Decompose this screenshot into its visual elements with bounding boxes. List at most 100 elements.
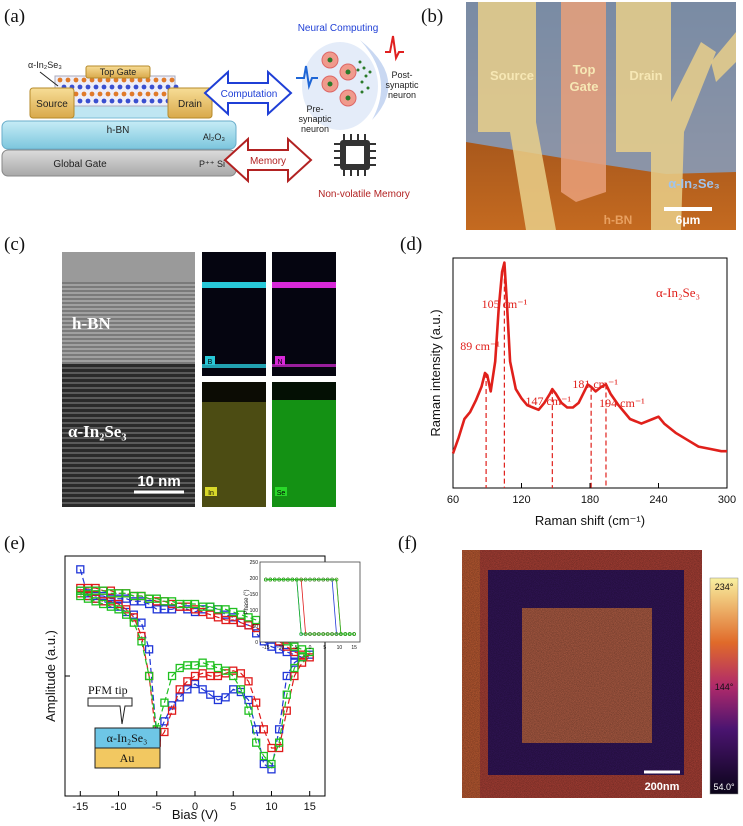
panel-label-f: (f) [398, 533, 417, 554]
eds-map-in: In [202, 382, 266, 507]
lattice-atom [145, 77, 151, 83]
inset-point [339, 632, 343, 636]
pfm-series-1-point [259, 725, 268, 734]
inset-xtick-2: -5 [293, 645, 298, 651]
pfm-series-2-point [267, 759, 276, 769]
computation-label: Computation [221, 89, 278, 100]
pfm-ylabel: Amplitude (a.u.) [43, 630, 58, 722]
raman-xtick-label-0: 60 [447, 494, 459, 506]
micrograph-scale-label: 6μm [676, 213, 701, 227]
lattice-atom [121, 77, 127, 83]
inset-point [303, 577, 308, 582]
lattice-atom [137, 91, 143, 97]
pfm-series-0-point [144, 645, 154, 654]
inset-point [299, 632, 303, 636]
lattice-atom [169, 77, 175, 83]
micrograph-topgate-line-1: Top [573, 62, 596, 77]
inset-point [299, 577, 303, 582]
lattice-atom [109, 84, 115, 90]
lattice-atom [157, 84, 163, 90]
micrograph-hbn-label: h-BN [604, 213, 633, 227]
pfm-xtick-label-0: -15 [72, 801, 88, 813]
al2o3-label: Al₂O₃ [203, 132, 225, 142]
lattice-atom [77, 84, 83, 90]
inset-ytick-3: 150 [250, 592, 259, 598]
raman-xtick-label-2: 180 [581, 494, 599, 506]
source-label: Source [36, 99, 68, 110]
lattice-atom [93, 84, 99, 90]
inset-point [290, 577, 295, 582]
inset-point [317, 632, 321, 636]
pfm-tip-label: PFM tip [88, 683, 128, 697]
inset-point [308, 577, 312, 582]
lattice-atom [149, 98, 155, 104]
chip-icon [334, 134, 376, 176]
lattice-atom [81, 77, 87, 83]
lattice-atom [129, 77, 135, 83]
global-gate-label: Global Gate [53, 159, 107, 170]
computation-arrow: Computation [203, 69, 293, 117]
raman-peak-label-2: 147 cm⁻¹ [526, 394, 572, 408]
raman-xlabel: Raman shift (cm⁻¹) [535, 513, 645, 528]
inset-point [330, 577, 334, 582]
inset-ytick-0: 0 [255, 640, 258, 646]
inset-point [268, 577, 273, 582]
stack-au-label: Au [120, 751, 135, 765]
inset-ytick-4: 200 [250, 576, 259, 582]
eds-map-b: B [202, 252, 266, 376]
device-schematic: Top Gate Source Drain h-BN Al₂O₃ Global … [1, 23, 419, 200]
inset-point [294, 577, 299, 582]
lattice-atom [105, 91, 111, 97]
drain-electrode [167, 87, 213, 119]
pfm-series-2-point [221, 666, 230, 675]
inset-point [308, 632, 312, 636]
top-gate-label: Top Gate [100, 67, 137, 77]
raman-series-label: α-In₂Se₃ [656, 285, 700, 300]
inset-point [321, 577, 326, 582]
inset-xtick-1: -10 [277, 645, 284, 651]
pfm-series-1-point [137, 631, 146, 641]
lattice-atom [133, 98, 139, 104]
pfm-series-0-point [152, 605, 161, 614]
pre-synaptic-line-2: synaptic [298, 114, 332, 124]
eds-b-label: B [208, 359, 213, 366]
lattice-atom [85, 98, 91, 104]
phase-colorbar [709, 577, 739, 795]
inset-point [321, 632, 326, 636]
raman-peak-label-1: 105 cm⁻¹ [482, 297, 528, 311]
inset-point [325, 577, 330, 582]
memory-label: Memory [250, 156, 286, 167]
raman-peak-label-0: 89 cm⁻¹ [460, 339, 500, 353]
phase-map-scale-label: 200nm [645, 781, 680, 793]
lattice-atom [113, 77, 119, 83]
inset-point [334, 577, 339, 582]
pfm-series-1-point [274, 743, 284, 753]
colorbar-tick-min: 54.0° [713, 782, 735, 792]
pfm-series-line-2 [80, 590, 311, 766]
pfm-amplitude-chart: -15 -10 -5 0 5 10 15 Bias (V) Amplitude (a.u.) -1… [43, 555, 361, 822]
post-synaptic-line-1: Post- [391, 70, 412, 80]
inset-point [347, 632, 352, 636]
pfm-series-2-point [114, 605, 123, 614]
stack-layer-au [94, 747, 161, 769]
nonvolatile-label: Non-volatile Memory [318, 189, 410, 200]
lattice-atom [133, 84, 139, 90]
lattice-atom [89, 77, 95, 83]
pfm-series-1-point [290, 671, 299, 681]
lattice-atom [97, 91, 103, 97]
inset-point [352, 632, 356, 636]
inset-point [334, 632, 339, 636]
pfm-series-2-point [122, 610, 131, 619]
inset-ytick-2: 100 [250, 608, 259, 614]
eds-map-n: N [272, 252, 336, 376]
lattice-atom [149, 84, 155, 90]
pfm-series-2-point [290, 663, 299, 673]
inset-point [272, 577, 277, 582]
pfm-series-line-0 [79, 569, 310, 771]
post-synaptic-line-3: neuron [388, 90, 416, 100]
inset-point [286, 577, 290, 582]
micrograph-drain-label: Drain [629, 68, 662, 83]
lattice-atom [153, 91, 159, 97]
pfm-series-2-point [236, 685, 246, 694]
pfm-series-0-point [175, 693, 184, 702]
